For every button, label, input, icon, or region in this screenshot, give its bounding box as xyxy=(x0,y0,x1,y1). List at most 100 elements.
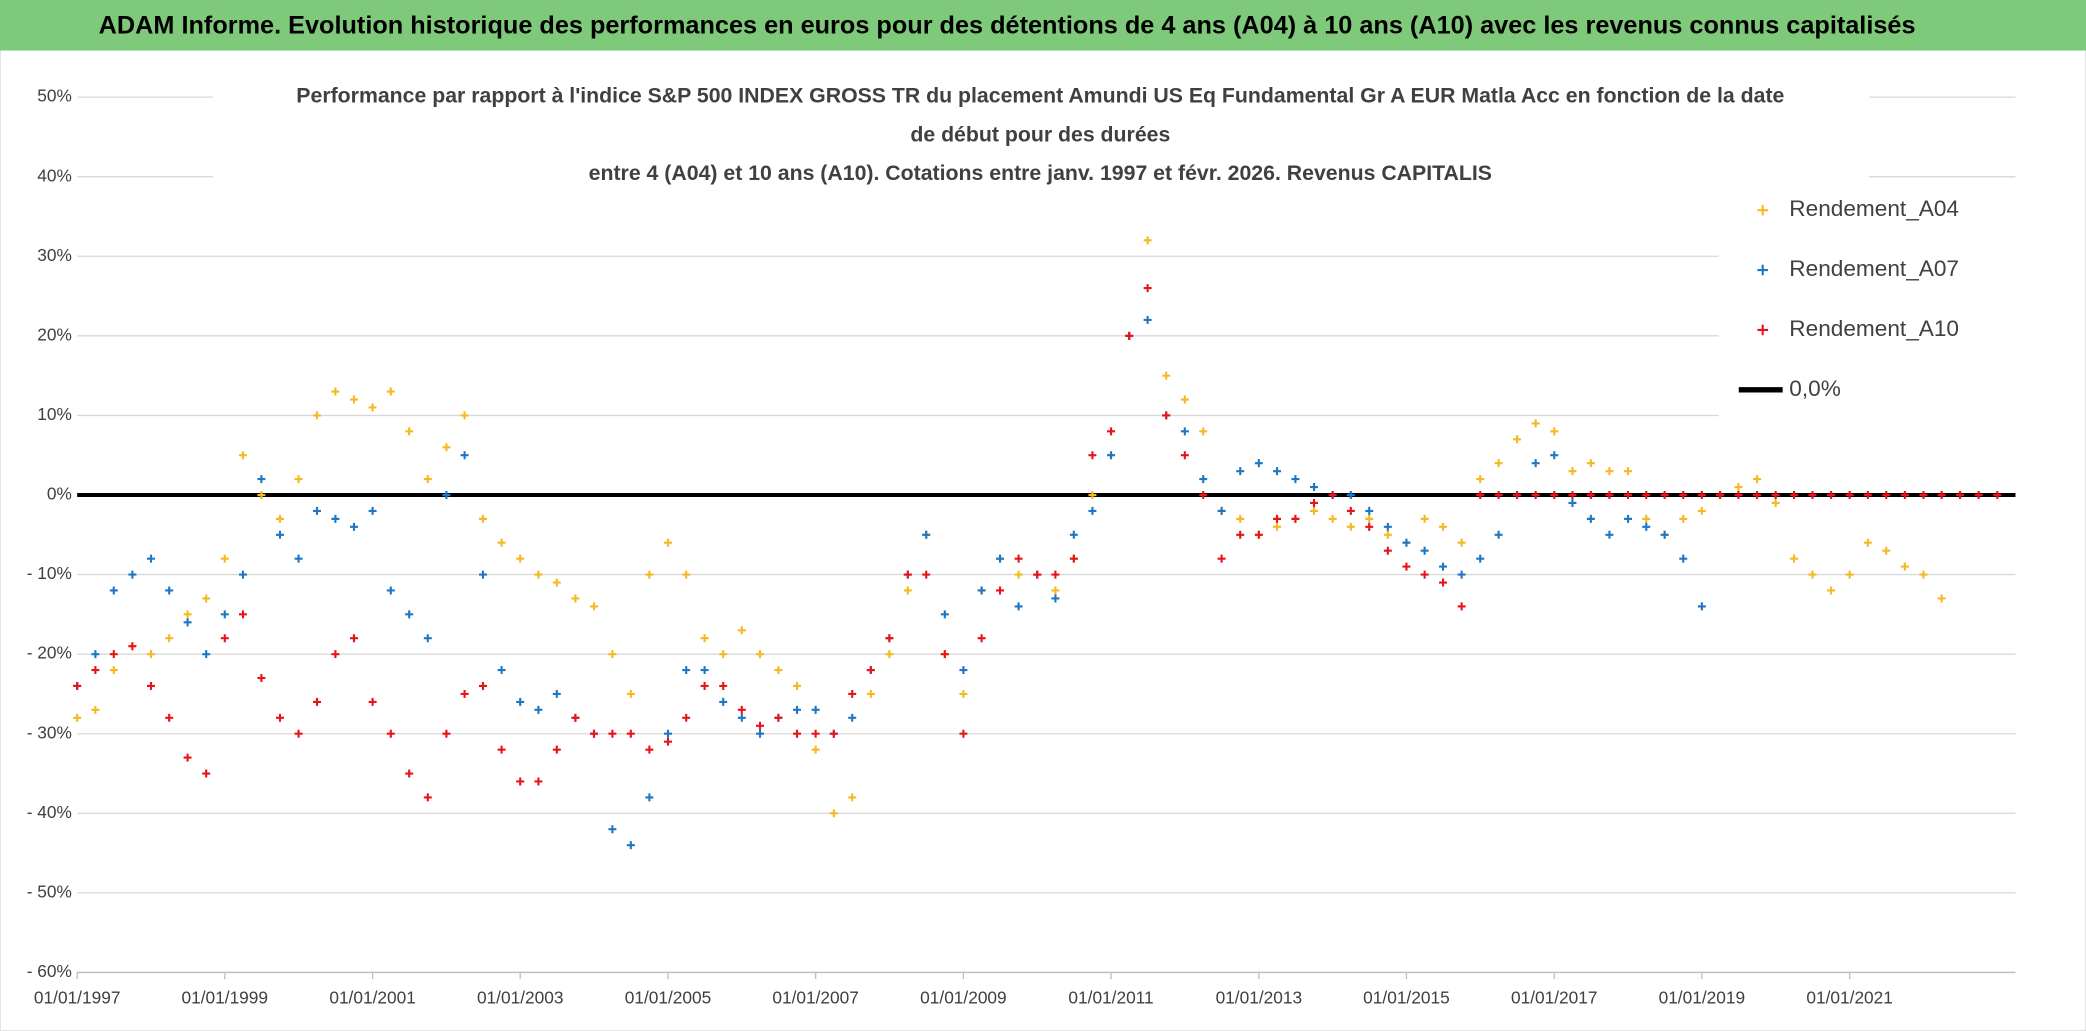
x-tick-label: 01/01/2009 xyxy=(920,988,1007,1008)
data-point xyxy=(719,650,728,659)
data-point xyxy=(1900,491,1909,499)
data-point xyxy=(1624,514,1633,523)
data-point xyxy=(1383,546,1392,555)
data-point xyxy=(183,618,192,627)
data-point xyxy=(497,745,506,754)
data-point xyxy=(128,570,137,579)
data-point xyxy=(756,721,765,730)
y-tick-label: - 30% xyxy=(27,722,72,742)
data-point xyxy=(774,666,783,675)
data-point xyxy=(848,689,857,698)
data-point xyxy=(109,586,118,595)
data-point xyxy=(1088,491,1097,499)
data-point xyxy=(534,705,543,714)
data-point xyxy=(811,745,820,754)
data-point xyxy=(645,745,654,754)
data-point xyxy=(1900,562,1909,571)
data-point xyxy=(1143,284,1152,293)
data-point xyxy=(571,594,580,603)
data-point xyxy=(1956,491,1965,499)
data-point xyxy=(460,411,469,420)
data-point xyxy=(1310,498,1319,507)
data-point xyxy=(793,681,802,690)
data-point xyxy=(700,634,709,643)
data-point xyxy=(1402,562,1411,571)
data-point xyxy=(1439,578,1448,587)
data-point xyxy=(1383,522,1392,531)
data-point xyxy=(1051,594,1060,603)
data-point xyxy=(1051,586,1060,595)
data-point xyxy=(73,713,82,722)
data-point xyxy=(1790,491,1799,499)
x-tick-label: 01/01/2021 xyxy=(1806,988,1893,1008)
data-point xyxy=(202,650,211,659)
data-point xyxy=(165,634,174,643)
y-tick-label: - 10% xyxy=(27,563,72,583)
data-point xyxy=(294,475,303,484)
data-point xyxy=(368,403,377,412)
data-point xyxy=(1457,538,1466,547)
data-point xyxy=(109,666,118,675)
data-point xyxy=(996,586,1005,595)
y-tick-label: 30% xyxy=(37,245,72,265)
data-point xyxy=(1808,491,1817,499)
data-point xyxy=(1328,491,1337,499)
data-point xyxy=(1550,427,1559,436)
data-point xyxy=(1974,491,1983,499)
data-point xyxy=(1827,491,1836,499)
data-point xyxy=(1919,491,1928,499)
data-point xyxy=(534,777,543,786)
data-point xyxy=(1679,491,1688,499)
data-point xyxy=(719,697,728,706)
data-point xyxy=(91,705,100,714)
data-point xyxy=(516,697,525,706)
data-point xyxy=(737,705,746,714)
data-point xyxy=(922,530,931,539)
x-tick-label: 01/01/2005 xyxy=(625,988,711,1008)
data-point xyxy=(1605,467,1614,476)
data-point xyxy=(700,681,709,690)
data-point xyxy=(1863,491,1872,499)
data-point xyxy=(737,713,746,722)
legend-box xyxy=(1718,183,2017,418)
data-point xyxy=(146,681,155,690)
data-point xyxy=(1069,530,1078,539)
x-tick-label: 01/01/2017 xyxy=(1511,988,1598,1008)
data-point xyxy=(1420,546,1429,555)
data-point xyxy=(1088,506,1097,515)
data-point xyxy=(1531,459,1540,468)
data-point xyxy=(1199,475,1208,484)
data-point xyxy=(552,745,561,754)
x-tick-label: 01/01/1997 xyxy=(34,988,121,1008)
legend-marker xyxy=(1757,264,1769,276)
data-point xyxy=(1107,427,1116,436)
data-point xyxy=(590,602,598,611)
data-point xyxy=(1586,459,1595,468)
data-point xyxy=(977,634,986,643)
data-point xyxy=(719,681,728,690)
data-point xyxy=(257,491,266,499)
data-point xyxy=(1568,498,1577,507)
data-point xyxy=(238,570,247,579)
data-point xyxy=(682,666,691,675)
data-point xyxy=(1513,491,1522,499)
data-point xyxy=(940,650,949,659)
data-point xyxy=(1107,451,1116,460)
data-point xyxy=(479,570,487,579)
data-point xyxy=(220,634,229,643)
data-point xyxy=(1660,491,1669,499)
data-point xyxy=(571,713,580,722)
legend-label: 0,0% xyxy=(1789,376,1841,401)
data-point xyxy=(275,530,284,539)
data-point xyxy=(1624,491,1633,499)
data-point xyxy=(1199,491,1208,499)
legend-label: Rendement_A07 xyxy=(1789,256,1959,281)
legend-marker xyxy=(1757,204,1769,216)
data-point xyxy=(664,538,673,547)
data-point xyxy=(1494,530,1503,539)
data-point xyxy=(1402,538,1411,547)
data-point xyxy=(1568,491,1577,499)
data-point xyxy=(1143,315,1152,324)
data-point xyxy=(165,713,174,722)
